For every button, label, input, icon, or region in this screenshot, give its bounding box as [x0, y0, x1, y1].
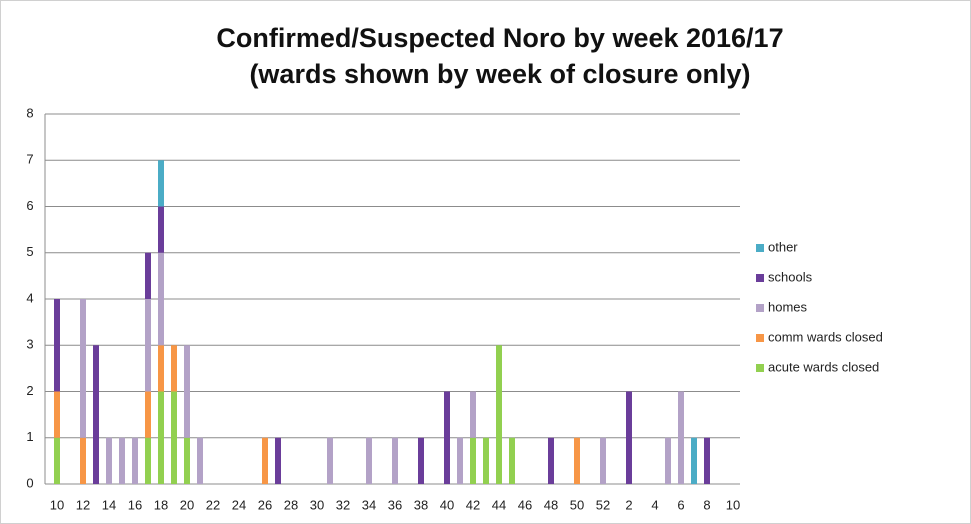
x-tick-label: 52 — [596, 497, 610, 512]
bar-segment — [457, 437, 463, 484]
legend-label: acute wards closed — [768, 359, 879, 374]
chart-subtitle: (wards shown by week of closure only) — [249, 59, 750, 89]
bar-segment — [509, 437, 515, 484]
legend-label: comm wards closed — [768, 329, 883, 344]
y-tick-label: 0 — [26, 475, 33, 490]
legend-label: schools — [768, 269, 813, 284]
x-tick-label: 50 — [570, 497, 584, 512]
bar-segment — [80, 299, 86, 438]
bar-segment — [158, 391, 164, 484]
bar-segment — [704, 437, 710, 484]
bar-segment — [158, 252, 164, 346]
bar-segment — [197, 437, 203, 484]
legend-swatch — [756, 334, 764, 342]
bar-segment — [327, 437, 333, 484]
bar-segment — [145, 252, 151, 299]
x-tick-label: 28 — [284, 497, 298, 512]
bar-segment — [54, 391, 60, 438]
bar-segment — [145, 437, 151, 484]
legend-label: homes — [768, 299, 808, 314]
bar-segment — [93, 345, 99, 484]
bar-segment — [184, 345, 190, 438]
bar-segment — [145, 391, 151, 438]
bar-segment — [548, 437, 554, 484]
x-tick-label: 38 — [414, 497, 428, 512]
x-tick-label: 32 — [336, 497, 350, 512]
chart-title: Confirmed/Suspected Noro by week 2016/17 — [216, 23, 783, 53]
bar-segment — [119, 437, 125, 484]
bar-segment — [171, 391, 177, 484]
bar-segment — [483, 437, 489, 484]
bar-segment — [366, 437, 372, 484]
bar-segment — [418, 437, 424, 484]
bar-segment — [392, 437, 398, 484]
bar-segment — [678, 391, 684, 484]
bar-segment — [158, 206, 164, 253]
x-tick-label: 24 — [232, 497, 246, 512]
bar-segment — [54, 299, 60, 392]
x-tick-label: 34 — [362, 497, 376, 512]
y-tick-label: 5 — [26, 244, 33, 259]
y-tick-label: 6 — [26, 198, 33, 213]
legend-swatch — [756, 244, 764, 252]
legend-swatch — [756, 274, 764, 282]
y-tick-label: 2 — [26, 383, 33, 398]
bar-segment — [106, 437, 112, 484]
bar-segment — [184, 437, 190, 484]
x-tick-label: 10 — [50, 497, 64, 512]
y-tick-label: 4 — [26, 290, 33, 305]
x-tick-label: 30 — [310, 497, 324, 512]
x-tick-label: 4 — [651, 497, 658, 512]
bar-segment — [158, 160, 164, 207]
bar-segment — [80, 437, 86, 484]
bar-segment — [145, 299, 151, 392]
bar-segment — [691, 437, 697, 484]
bar-segment — [626, 391, 632, 484]
x-tick-label: 46 — [518, 497, 532, 512]
bar-segment — [54, 437, 60, 484]
x-tick-label: 26 — [258, 497, 272, 512]
x-tick-label: 20 — [180, 497, 194, 512]
x-tick-label: 8 — [703, 497, 710, 512]
x-tick-label: 12 — [76, 497, 90, 512]
bar-segment — [665, 437, 671, 484]
legend-label: other — [768, 239, 798, 254]
x-tick-label: 6 — [677, 497, 684, 512]
legend-swatch — [756, 304, 764, 312]
bar-segment — [574, 437, 580, 484]
x-tick-label: 42 — [466, 497, 480, 512]
y-tick-label: 7 — [26, 152, 33, 167]
x-tick-label: 36 — [388, 497, 402, 512]
x-tick-label: 18 — [154, 497, 168, 512]
x-tick-label: 10 — [726, 497, 740, 512]
y-tick-label: 8 — [26, 105, 33, 120]
x-tick-label: 40 — [440, 497, 454, 512]
x-tick-label: 16 — [128, 497, 142, 512]
bar-segment — [275, 437, 281, 484]
bar-segment — [132, 437, 138, 484]
x-tick-label: 14 — [102, 497, 116, 512]
x-tick-label: 48 — [544, 497, 558, 512]
bar-segment — [470, 391, 476, 438]
bar-segment — [171, 345, 177, 392]
legend-swatch — [756, 364, 764, 372]
x-tick-label: 2 — [625, 497, 632, 512]
bar-segment — [262, 437, 268, 484]
bar-segment — [470, 437, 476, 484]
bar-segment — [158, 345, 164, 392]
x-tick-label: 44 — [492, 497, 506, 512]
bar-segment — [600, 437, 606, 484]
bar-segment — [496, 345, 502, 484]
y-tick-label: 1 — [26, 429, 33, 444]
y-tick-label: 3 — [26, 337, 33, 352]
x-tick-label: 22 — [206, 497, 220, 512]
bar-segment — [444, 391, 450, 484]
